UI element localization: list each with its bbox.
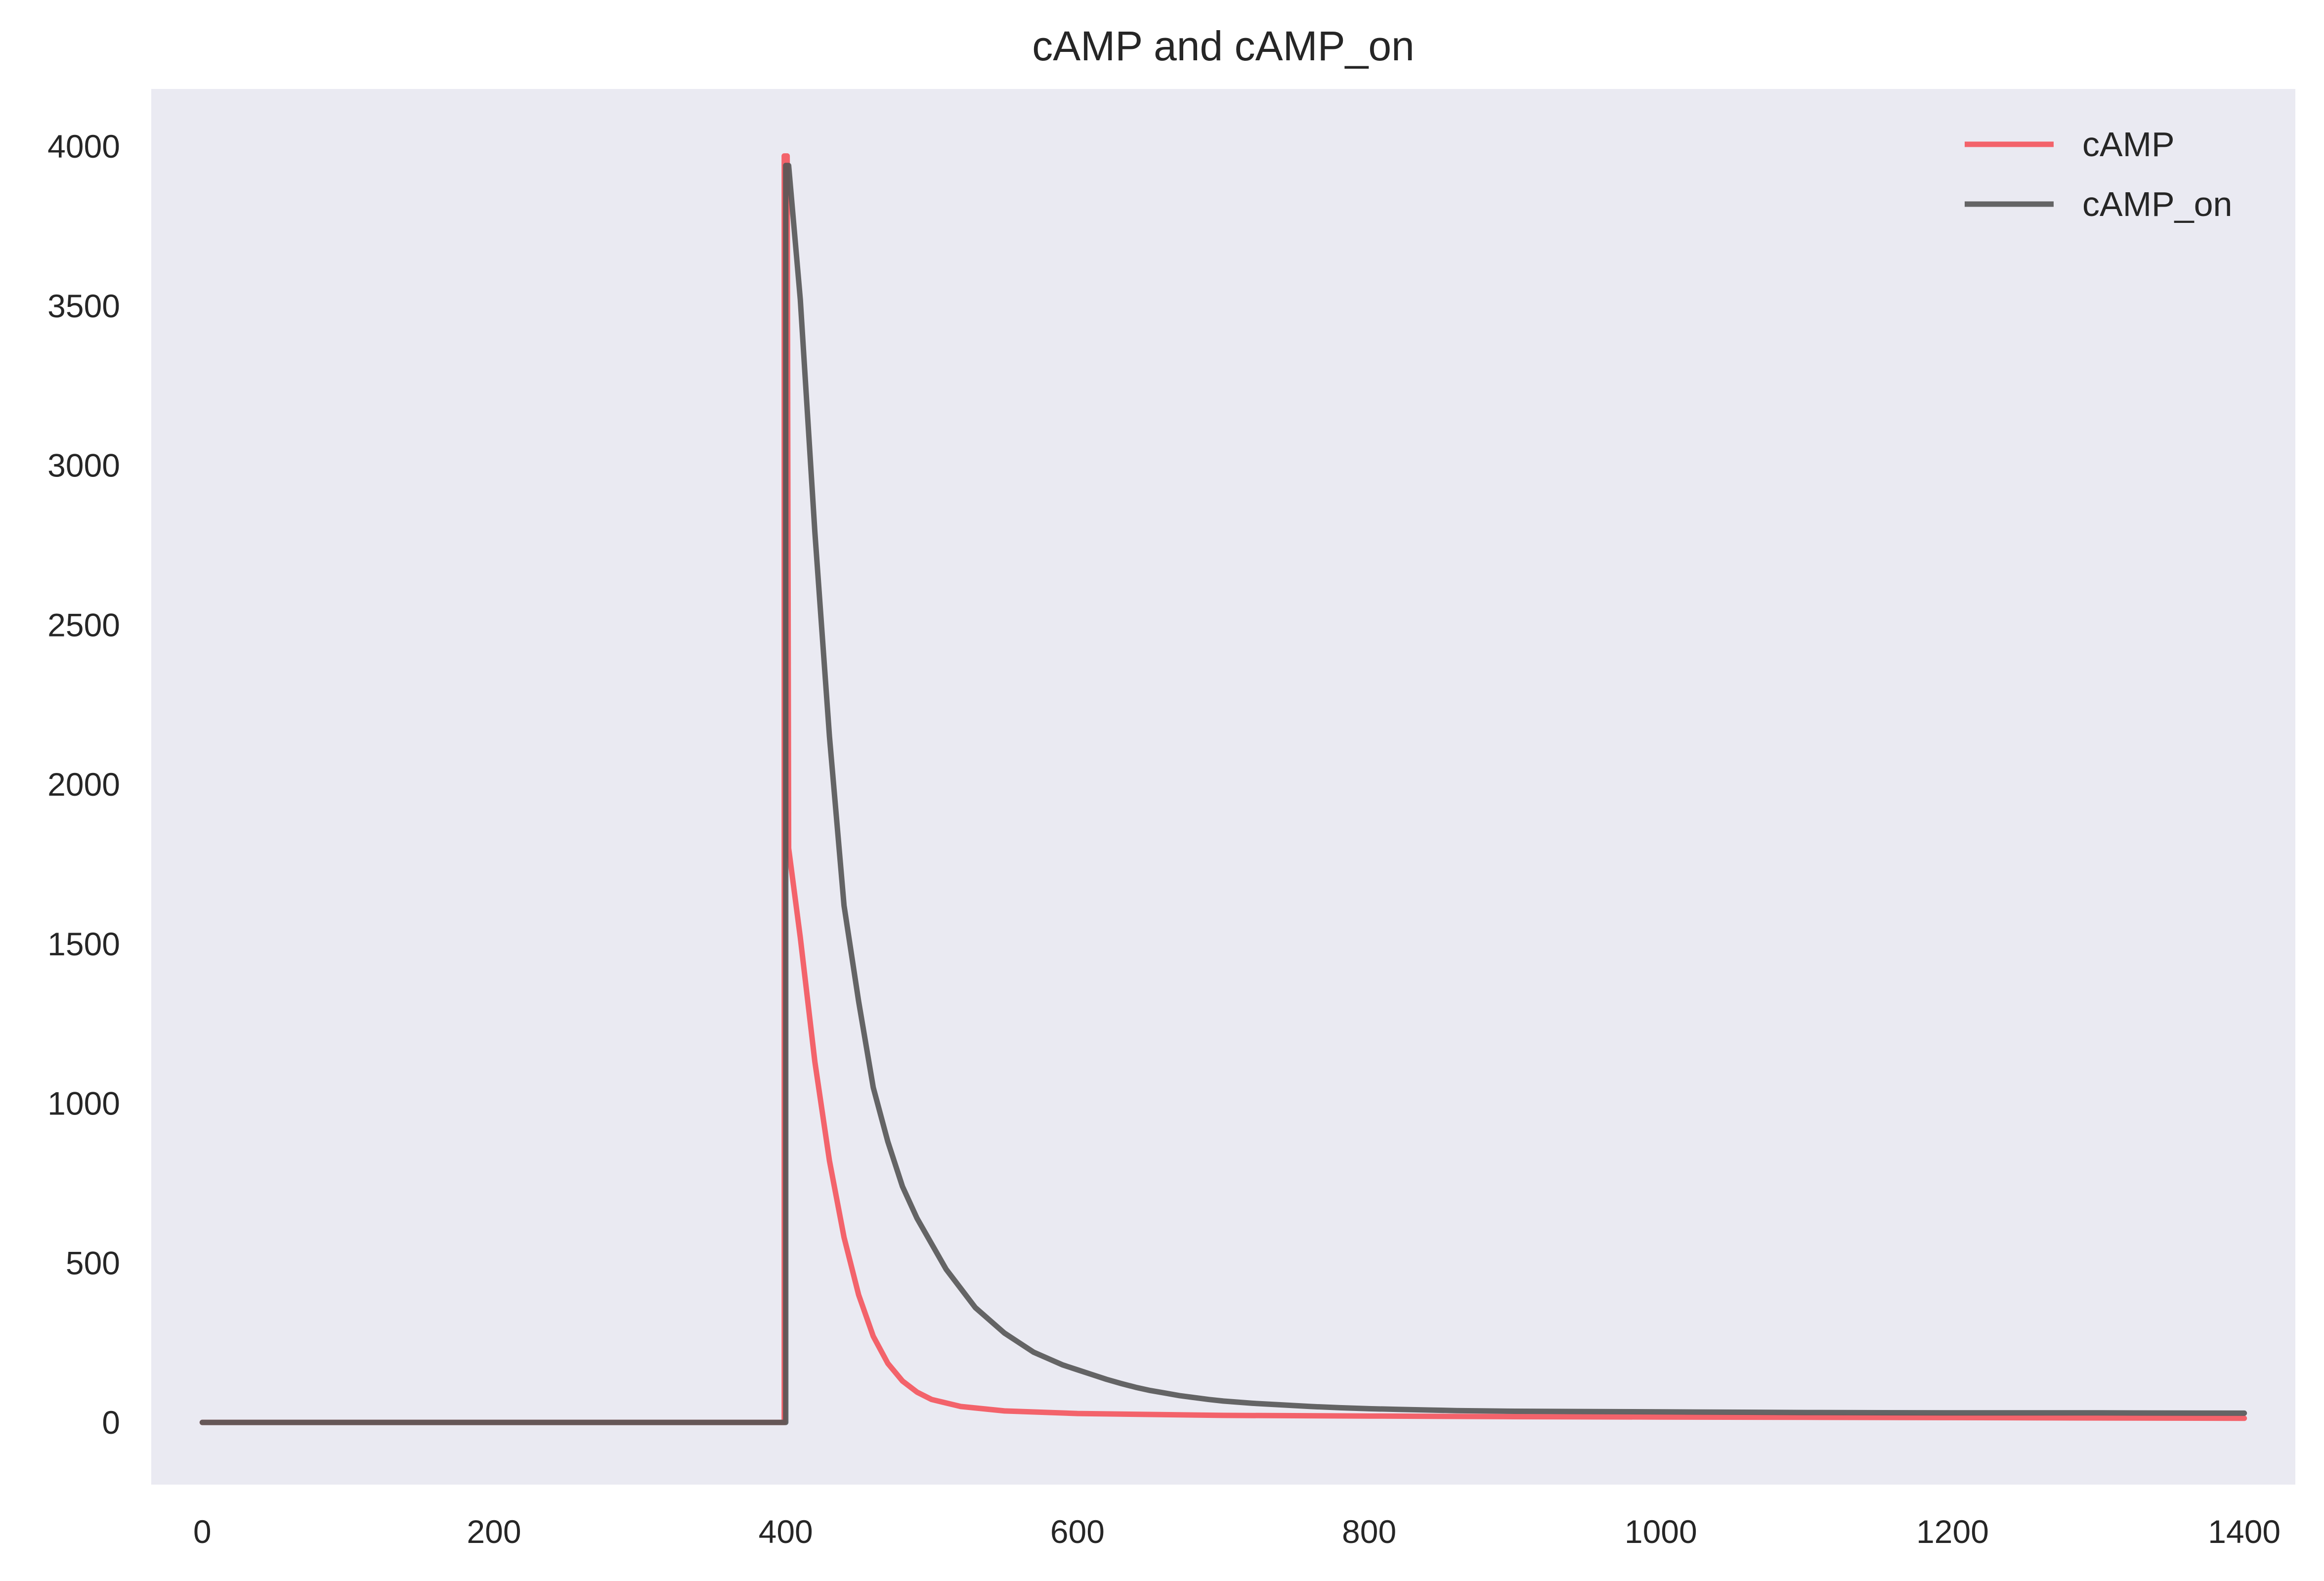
plot-area bbox=[151, 89, 2295, 1485]
x-tick-label: 200 bbox=[467, 1513, 521, 1550]
x-tick-label: 400 bbox=[759, 1513, 813, 1550]
legend: cAMP cAMP_on bbox=[1965, 125, 2232, 223]
y-tick-label: 0 bbox=[102, 1404, 120, 1441]
series-layer bbox=[199, 153, 2247, 1425]
x-tick-label: 800 bbox=[1342, 1513, 1396, 1550]
y-tick-label: 3500 bbox=[47, 288, 120, 324]
x-tick-label: 1000 bbox=[1625, 1513, 1697, 1550]
y-tick-label: 1000 bbox=[47, 1085, 120, 1122]
x-tick-label: 1400 bbox=[2208, 1513, 2281, 1550]
x-axis: 0 200 400 600 800 1000 1200 1400 bbox=[193, 1513, 2281, 1550]
y-tick-label: 3000 bbox=[47, 447, 120, 484]
y-tick-label: 1500 bbox=[47, 926, 120, 962]
y-tick-label: 2000 bbox=[47, 766, 120, 803]
legend-label: cAMP bbox=[2082, 125, 2175, 164]
series-line-cAMP-on bbox=[199, 163, 2247, 1425]
y-tick-label: 2500 bbox=[47, 606, 120, 643]
chart-title: cAMP and cAMP_on bbox=[1032, 23, 1415, 69]
x-tick-label: 600 bbox=[1050, 1513, 1105, 1550]
legend-label: cAMP_on bbox=[2082, 185, 2232, 223]
x-tick-label: 1200 bbox=[1916, 1513, 1989, 1550]
x-tick-label: 0 bbox=[193, 1513, 212, 1550]
y-tick-label: 500 bbox=[66, 1244, 120, 1281]
series-line-cAMP bbox=[199, 153, 2247, 1425]
y-tick-label: 4000 bbox=[47, 128, 120, 165]
y-axis: 0 500 1000 1500 2000 2500 3000 3500 4000 bbox=[47, 128, 120, 1441]
